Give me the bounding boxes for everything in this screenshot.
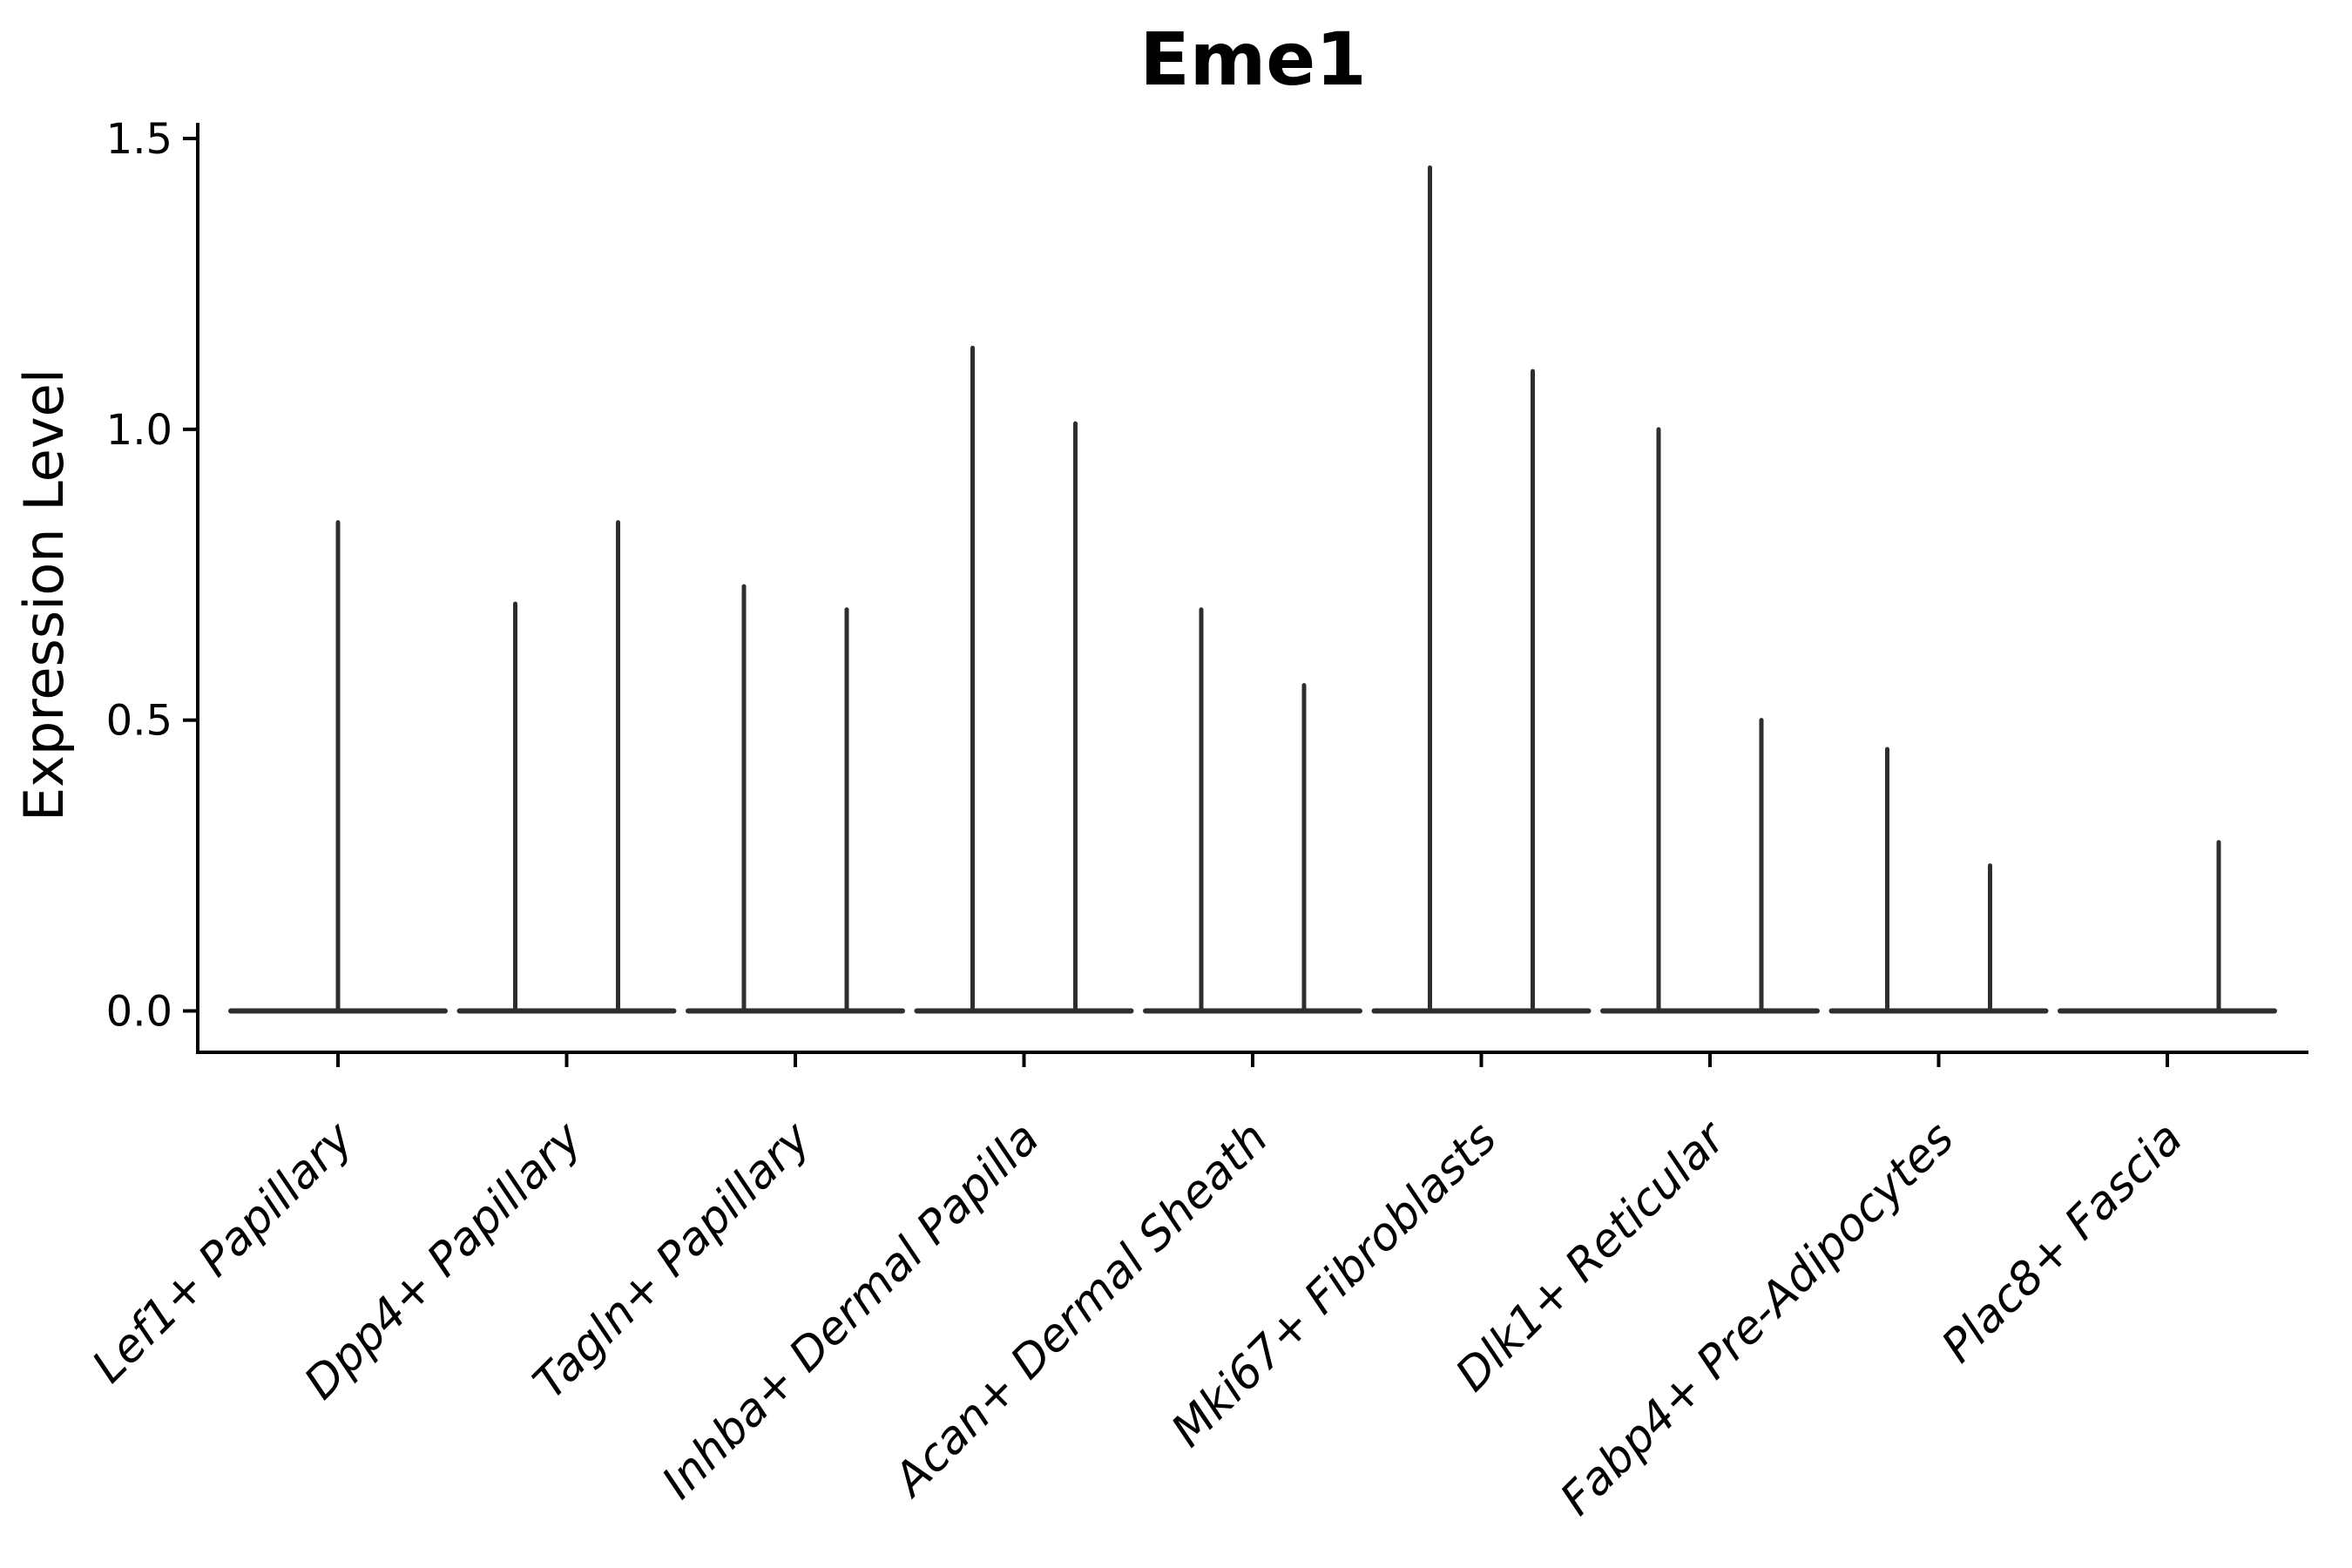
y-tick-label: 1.5 [106,115,172,164]
y-tick-label: 0.0 [106,988,172,1037]
chart-title: Eme1 [1139,17,1367,102]
x-category-label: Acan+ Dermal Sheath [882,1112,1278,1508]
x-category-label: Inhba+ Dermal Papilla [652,1112,1050,1510]
x-category-label: Plac8+ Fascia [1932,1112,2193,1373]
x-category-label: Fabp4+ Pre-Adipocytes [1551,1112,1964,1526]
y-axis-label: Expression Level [12,368,76,821]
y-tick-label: 0.5 [106,697,172,746]
y-tick-label: 1.0 [106,406,172,455]
